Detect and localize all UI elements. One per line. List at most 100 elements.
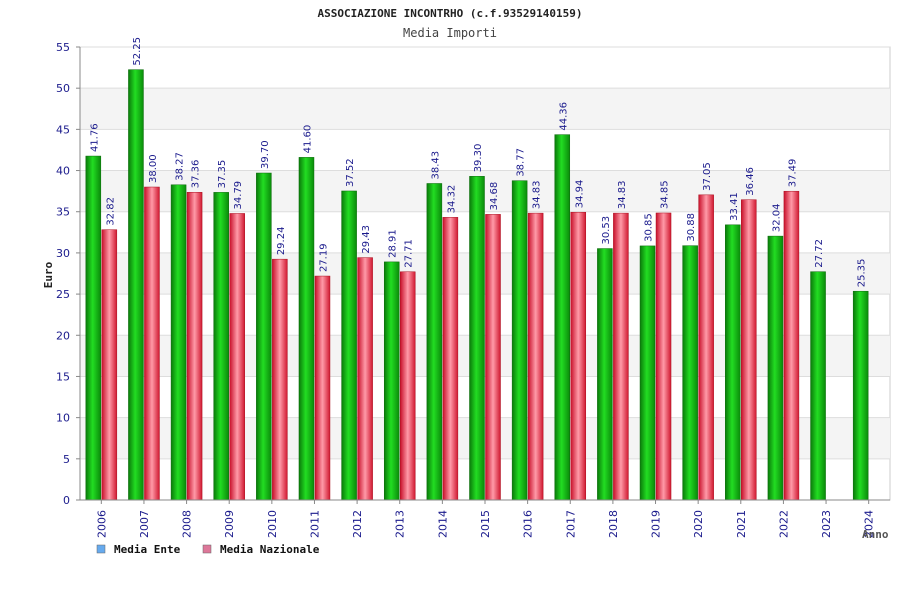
x-tick-label: 2007	[138, 510, 151, 538]
legend-swatch-media-nazionale	[202, 544, 212, 554]
bar-value-label: 28.91	[388, 229, 399, 258]
bar-value-label: 39.30	[473, 144, 484, 173]
bar-value-label: 32.04	[771, 203, 782, 232]
bar-media-nazionale-2006	[101, 229, 118, 501]
x-tick-label: 2014	[436, 510, 449, 538]
x-tick-label: 2009	[223, 510, 236, 538]
bar-media-ente-2012	[341, 190, 357, 501]
chart-subtitle: Media Importi	[403, 26, 497, 40]
bar-media-ente-2020	[682, 245, 698, 501]
chart-title: ASSOCIAZIONE INCONTRHO (c.f.93529140159)	[318, 7, 583, 20]
y-tick-label: 25	[56, 288, 70, 301]
bar-media-nazionale-2012	[357, 257, 373, 501]
bar-value-label: 34.94	[574, 180, 585, 209]
bar-media-ente-2016	[511, 180, 528, 501]
bar-labels-group: 41.76 52.25 38.27 37.35 39.70 41.60 37.52 28.91…	[89, 37, 867, 287]
bar-value-label: 38.27	[175, 152, 186, 181]
bar-value-label: 30.88	[686, 213, 697, 242]
bar-value-label: 27.71	[404, 239, 415, 268]
bar-value-label: 33.41	[729, 192, 740, 221]
bar-value-label: 41.60	[302, 125, 313, 154]
x-tick-label: 2018	[607, 510, 620, 538]
bar-media-ente-2019	[639, 245, 656, 501]
x-tick-label: 2020	[692, 510, 705, 538]
bars-group	[85, 69, 869, 501]
x-tick-label: 2015	[479, 510, 492, 538]
y-tick-label: 15	[56, 370, 70, 383]
bar-value-label: 34.32	[446, 185, 457, 214]
bar-value-label: 36.46	[745, 167, 756, 196]
bar-value-label: 52.25	[132, 37, 143, 66]
bar-media-ente-2017	[554, 134, 571, 501]
x-tick-label: 2006	[95, 510, 108, 538]
x-tick-labels: 2006 2007 2008 2009 2010 2011 2012 2013 2014 2015…	[95, 510, 875, 538]
bar-media-nazionale-2015	[485, 214, 501, 501]
bar-value-label: 30.53	[601, 216, 612, 245]
bar-value-label: 29.24	[276, 227, 287, 256]
bar-media-nazionale-2010	[272, 258, 288, 501]
x-tick-label: 2021	[735, 510, 748, 538]
bar-value-label: 34.85	[660, 180, 671, 209]
bar-value-label: 34.68	[489, 182, 500, 211]
bar-value-label: 34.83	[532, 180, 543, 209]
bar-media-nazionale-2019	[655, 212, 672, 501]
bar-value-label: 38.43	[430, 151, 441, 180]
bar-media-nazionale-2016	[527, 212, 544, 501]
bar-value-label: 34.79	[233, 181, 244, 210]
y-tick-label: 10	[56, 412, 70, 425]
bar-media-nazionale-2011	[314, 275, 331, 501]
bar-media-nazionale-2007	[144, 186, 160, 501]
y-tick-label: 30	[56, 247, 70, 260]
y-tick-labels: 0 5 10 15 20 25 30 35 40 45 50 55	[56, 41, 70, 507]
bar-value-label: 37.35	[217, 160, 228, 189]
bar-value-label: 32.82	[105, 197, 116, 226]
bar-media-nazionale-2018	[613, 212, 629, 501]
bar-media-ente-2006	[85, 155, 102, 501]
bar-value-label: 25.35	[857, 259, 868, 288]
bar-media-nazionale-2017	[570, 211, 587, 501]
y-tick-label: 55	[56, 41, 70, 54]
bar-media-ente-2018	[597, 248, 613, 501]
bar-value-label: 34.83	[617, 180, 628, 209]
bar-media-ente-2010	[256, 172, 272, 501]
bar-media-nazionale-2020	[698, 194, 714, 501]
bar-media-ente-2015	[469, 176, 485, 501]
y-tick-label: 45	[56, 123, 70, 136]
bar-value-label: 37.49	[787, 159, 798, 188]
legend-label-media-ente: Media Ente	[114, 543, 181, 556]
bar-value-label: 37.36	[191, 160, 202, 189]
y-tick-label: 20	[56, 329, 70, 342]
y-tick-label: 40	[56, 165, 70, 178]
y-axis-label: Euro	[42, 261, 55, 288]
y-tick-label: 35	[56, 206, 70, 219]
y-tick-label: 50	[56, 82, 70, 95]
x-tick-label: 2011	[308, 510, 321, 538]
bar-media-ente-2021	[725, 224, 741, 501]
bar-media-ente-2007	[128, 69, 144, 501]
legend-swatch-media-ente	[96, 544, 106, 554]
bar-media-ente-2008	[170, 184, 187, 501]
x-tick-label: 2008	[181, 510, 194, 538]
bar-value-label: 38.00	[148, 154, 159, 183]
bar-media-ente-2014	[426, 183, 443, 501]
x-tick-label: 2012	[351, 510, 364, 538]
bar-media-nazionale-2013	[399, 271, 416, 501]
bar-media-nazionale-2022	[783, 190, 800, 501]
y-tick-label: 5	[63, 453, 70, 466]
plot-band	[80, 88, 890, 130]
x-tick-label: 2013	[394, 510, 407, 538]
bar-media-nazionale-2008	[186, 192, 203, 501]
bar-value-label: 39.70	[260, 140, 271, 169]
bar-value-label: 27.19	[318, 243, 329, 272]
x-tick-label: 2023	[820, 510, 833, 538]
bar-value-label: 41.76	[89, 123, 100, 152]
x-tick-label: 2019	[650, 510, 663, 538]
bar-value-label: 44.36	[558, 102, 569, 131]
legend: Media Ente Media Nazionale	[96, 543, 320, 556]
x-axis-label: Anno	[862, 528, 889, 541]
bar-media-ente-2023	[810, 271, 826, 501]
bar-value-label: 30.85	[644, 213, 655, 242]
x-tick-label: 2024	[863, 510, 876, 538]
x-tick-label: 2010	[266, 510, 279, 538]
x-tick-label: 2022	[777, 510, 790, 538]
